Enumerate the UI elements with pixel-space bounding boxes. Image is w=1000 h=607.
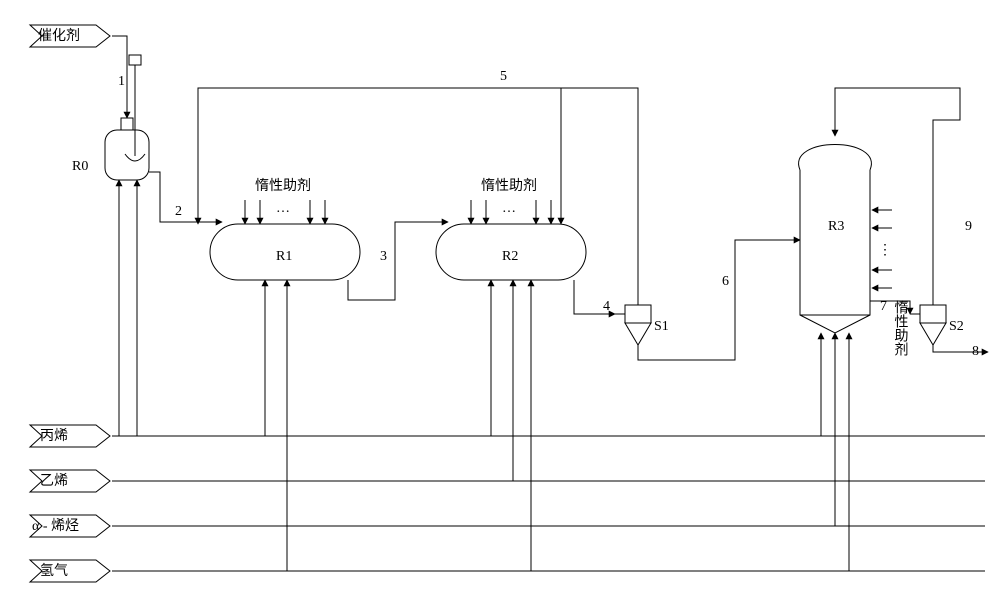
cyclone-S2 (920, 305, 946, 323)
stream-2 (149, 172, 222, 222)
cyclone-S1 (625, 305, 651, 323)
stream-num-6: 6 (722, 274, 729, 289)
agitator-motor (129, 55, 141, 65)
stream-8 (933, 345, 988, 352)
stream-3 (348, 222, 448, 300)
reactor-R0-neck (121, 118, 133, 130)
inert-dots-R1: … (276, 201, 290, 216)
feed-label-ethylene: 乙烯 (40, 473, 68, 489)
cyclone-S2-cone (920, 323, 946, 345)
stream-num-1: 1 (118, 74, 125, 89)
stream-num-4: 4 (603, 299, 610, 314)
stream-9 (835, 88, 960, 305)
reactor-R3-cone (800, 315, 870, 333)
feed-label-h2: 氢气 (40, 563, 68, 579)
stream-num-2: 2 (175, 204, 182, 219)
label-S1: S1 (654, 319, 669, 334)
reactor-R0 (105, 130, 149, 180)
reactor-R3-dome (799, 145, 872, 171)
label-S2: S2 (949, 319, 964, 334)
inert-dots-R2: … (502, 201, 516, 216)
label-R0: R0 (72, 159, 88, 174)
feed-label-propylene: 丙烯 (40, 428, 68, 444)
stream-num-7: 7 (880, 299, 887, 314)
stream-5-to-R1 (198, 88, 638, 305)
inert-dots-R3: ⋮ (878, 243, 892, 258)
inert-label-R1: 惰性助剂 (255, 178, 311, 194)
label-R3: R3 (828, 219, 844, 234)
stream-num-3: 3 (380, 249, 387, 264)
stream-num-5: 5 (500, 69, 507, 84)
stream-num-9: 9 (965, 219, 972, 234)
label-R2: R2 (502, 249, 518, 264)
reactor-R3-body (800, 170, 870, 315)
inert-label-R2: 惰性助剂 (481, 178, 537, 194)
stream-6 (638, 240, 800, 360)
feed-label-catalyst: 催化剂 (38, 28, 80, 44)
inert-label-R3: 惰性助剂 (893, 300, 909, 356)
feed-label-alpha: α - 烯烃 (32, 518, 79, 534)
process-diagram: 催化剂丙烯乙烯 α - 烯烃氢气 R0 R1 … 惰性助剂 R2 … 惰性助剂 R3 ⋮ 惰性助剂 S1… (0, 0, 1000, 607)
label-R1: R1 (276, 249, 292, 264)
cyclone-S1-cone (625, 323, 651, 345)
stream-num-8: 8 (972, 344, 979, 359)
